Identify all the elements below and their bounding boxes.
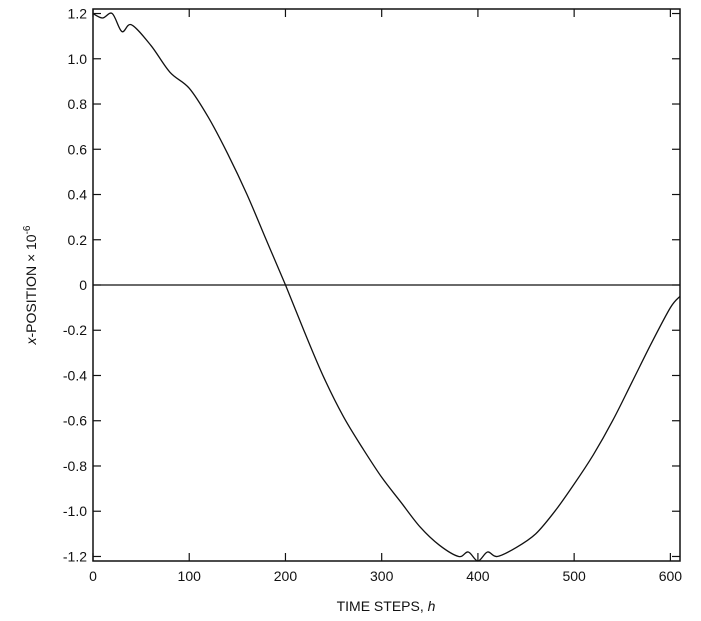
x-axis-title: TIME STEPS, h bbox=[337, 598, 436, 614]
y-tick-label: 1.0 bbox=[68, 51, 88, 67]
x-tick-label: 400 bbox=[466, 568, 490, 584]
y-tick-label: -0.6 bbox=[63, 413, 87, 429]
y-tick-label: 0 bbox=[79, 277, 87, 293]
x-tick-label: 600 bbox=[659, 568, 683, 584]
y-tick-label: -0.4 bbox=[63, 367, 87, 383]
series-line bbox=[92, 12, 681, 562]
y-tick-label: -0.2 bbox=[63, 322, 87, 338]
y-tick-label: -1.0 bbox=[63, 503, 87, 519]
x-tick-label: 0 bbox=[89, 568, 97, 584]
y-tick-label: 0.6 bbox=[68, 141, 88, 157]
y-tick-label: -1.2 bbox=[63, 548, 87, 564]
x-tick-label: 500 bbox=[562, 568, 586, 584]
x-tick-label: 300 bbox=[370, 568, 394, 584]
x-tick-label: 100 bbox=[178, 568, 202, 584]
y-axis: 1.2 1.0 0.8 0.6 0.4 0.2 0 -0.2 -0.4 -0.6 -0.8 -1.0 -… bbox=[63, 6, 680, 564]
y-tick-label: 0.4 bbox=[68, 187, 88, 203]
y-axis-title: x-POSITION × 10-6 bbox=[22, 225, 39, 345]
y-tick-label: -0.8 bbox=[63, 458, 87, 474]
y-tick-label: 0.2 bbox=[68, 232, 88, 248]
x-tick-label: 200 bbox=[274, 568, 298, 584]
y-tick-label: 0.8 bbox=[68, 96, 88, 112]
y-tick-label: 1.2 bbox=[68, 6, 88, 22]
x-axis: 0 100 200 300 400 500 600 bbox=[89, 9, 682, 584]
